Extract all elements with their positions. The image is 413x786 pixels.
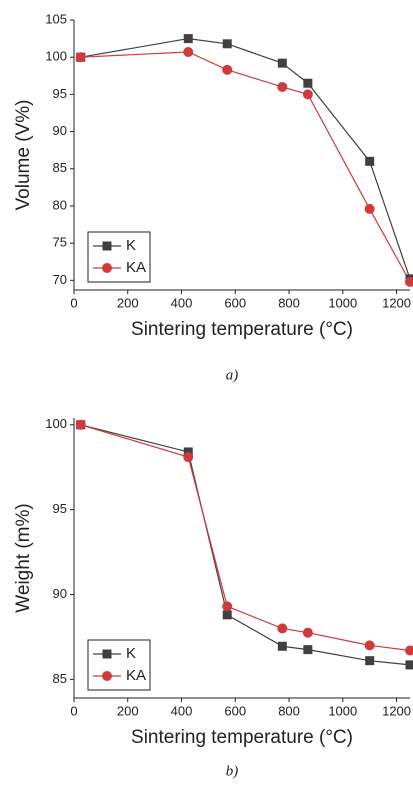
point [405,276,413,287]
y-tick-label: 105 [45,11,67,26]
point [75,419,86,430]
legend-label: KA [126,667,146,684]
point [277,58,287,68]
legend-box [87,639,151,691]
y-tick-label: 100 [45,49,67,64]
legend-marker [102,671,112,681]
x-tick-label: 400 [171,295,193,310]
point [222,39,232,49]
y-tick-label: 70 [53,272,67,287]
x-tick-label: 0 [70,703,77,718]
legend-label: KA [126,259,146,276]
x-axis-label: Sintering temperature (°C) [131,319,353,340]
point [365,656,375,666]
series-line [80,424,411,652]
point [183,46,194,57]
point [183,447,193,457]
y-tick-label: 85 [53,671,67,686]
y-tick-label: 95 [53,86,67,101]
y-axis-label: Weight (m%) [13,503,34,612]
y-axis-label: Volume (V%) [13,100,34,211]
point [303,645,313,655]
legend-label: K [126,237,136,254]
point [405,660,413,670]
legend-marker [102,263,112,273]
x-tick-label: 600 [224,703,246,718]
x-tick-label: 1000 [328,295,357,310]
legend-marker [102,649,112,659]
x-tick-label: 200 [117,295,139,310]
point [75,52,86,63]
x-tick-label: 1200 [382,703,411,718]
point [277,81,288,92]
x-tick-label: 1000 [328,703,357,718]
point [302,627,313,638]
point [365,156,375,166]
point [277,623,288,634]
point [222,610,232,620]
y-tick-label: 90 [53,586,67,601]
x-tick-label: 1200 [382,295,411,310]
x-tick-label: 0 [70,295,77,310]
point [405,645,413,656]
legend-box [87,231,151,283]
point [277,641,287,651]
y-tick-label: 85 [53,160,67,175]
point [302,89,313,100]
point [183,452,194,463]
y-tick-label: 75 [53,235,67,250]
point [222,601,233,612]
legend-marker [102,241,112,251]
y-tick-label: 80 [53,197,67,212]
x-tick-label: 200 [117,703,139,718]
y-tick-label: 100 [45,416,67,431]
caption: b) [226,763,239,779]
y-tick-label: 90 [53,123,67,138]
point [183,34,193,44]
legend-label: K [126,645,136,662]
x-tick-label: 400 [171,703,193,718]
x-axis-label: Sintering temperature (°C) [131,727,353,748]
series-line [80,424,411,666]
x-tick-label: 800 [278,703,300,718]
point [364,640,375,651]
y-tick-label: 95 [53,501,67,516]
x-tick-label: 800 [278,295,300,310]
caption: a) [226,367,239,383]
point [364,203,375,214]
x-tick-label: 600 [224,295,246,310]
point [303,78,313,88]
point [222,64,233,75]
